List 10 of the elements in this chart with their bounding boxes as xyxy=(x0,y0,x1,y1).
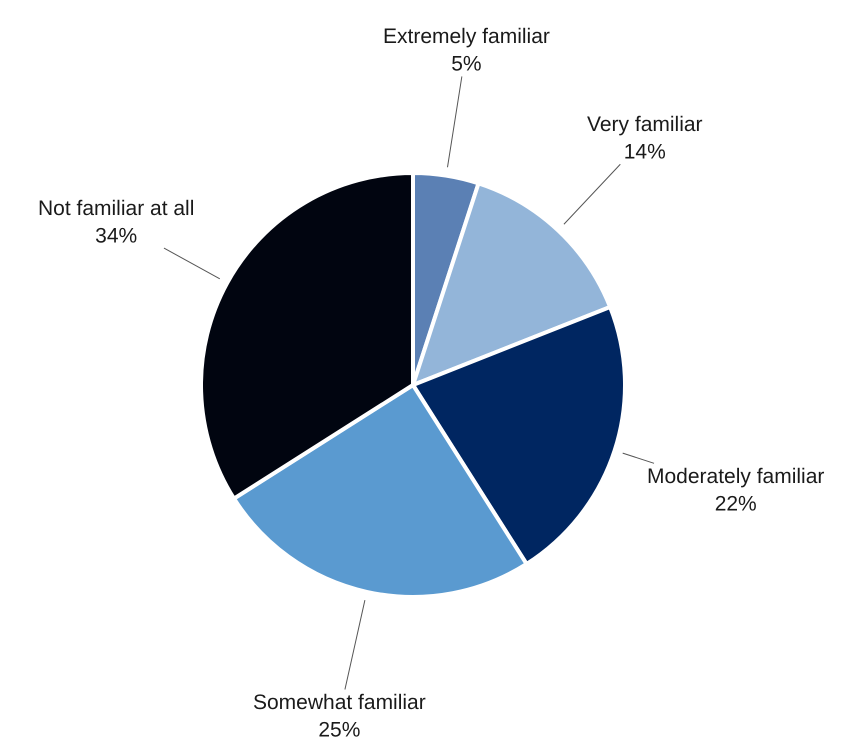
data-label: 34% xyxy=(95,224,138,248)
data-label: 5% xyxy=(451,52,482,76)
slice-label: Not familiar at all xyxy=(38,197,194,220)
data-label: 25% xyxy=(318,718,360,742)
slice-label: Very familiar xyxy=(587,113,703,136)
slice-label: Moderately familiar xyxy=(647,465,824,488)
slice-label: Extremely familiar xyxy=(383,25,550,48)
data-label: 22% xyxy=(714,492,757,516)
data-label: 14% xyxy=(624,140,666,164)
slice-label: Somewhat familiar xyxy=(253,691,426,714)
